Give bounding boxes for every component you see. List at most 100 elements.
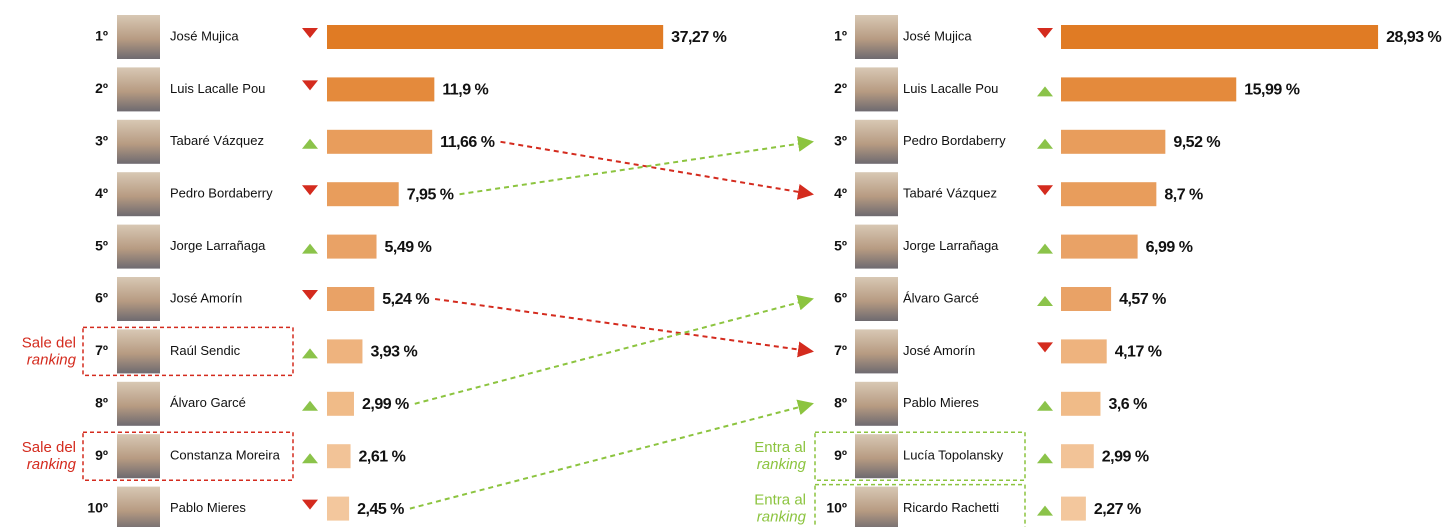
trend-arrow [302, 348, 318, 358]
candidate-name: Pedro Bordaberry [170, 186, 273, 201]
trend-arrow [302, 453, 318, 463]
bar [327, 392, 354, 416]
trend-arrow [302, 290, 318, 300]
bar [327, 182, 399, 206]
photo [117, 329, 160, 373]
value-label: 2,99 % [362, 396, 409, 413]
value-label: 2,45 % [357, 501, 404, 518]
note-text: ranking [27, 456, 77, 473]
trend-arrow [302, 244, 318, 254]
value-label: 9,52 % [1173, 134, 1220, 151]
rank: 3º [95, 133, 108, 149]
value-label: 6,99 % [1146, 239, 1193, 256]
bar [327, 287, 374, 311]
bar [1061, 130, 1165, 154]
bar [1061, 444, 1094, 468]
bar [1061, 77, 1236, 101]
trend-arrow [302, 28, 318, 38]
rank: 7º [95, 342, 108, 358]
value-label: 2,99 % [1102, 448, 1149, 465]
bar [1061, 287, 1111, 311]
change-arrow [460, 142, 812, 194]
trend-arrow [1037, 453, 1053, 463]
bar [1061, 497, 1086, 521]
photo [855, 277, 898, 321]
value-label: 28,93 % [1386, 29, 1441, 46]
rank: 6º [95, 290, 108, 306]
value-label: 5,49 % [385, 239, 432, 256]
photo [855, 329, 898, 373]
trend-arrow [1037, 342, 1053, 352]
rank: 6º [834, 290, 847, 306]
rank: 5º [834, 237, 847, 253]
photo [855, 120, 898, 164]
rank: 7º [834, 342, 847, 358]
bar [327, 235, 377, 259]
page: 1ºJosé Mujica37,27 %2ºLuis Lacalle Pou11… [0, 0, 1456, 532]
rank: 10º [826, 499, 847, 515]
value-label: 7,95 % [407, 186, 454, 203]
value-label: 3,93 % [370, 344, 417, 361]
value-label: 11,66 % [440, 134, 495, 151]
bar [327, 497, 349, 521]
photo [855, 382, 898, 426]
trend-arrow [1037, 28, 1053, 38]
value-label: 5,24 % [382, 291, 429, 308]
chart: 1ºJosé Mujica37,27 %2ºLuis Lacalle Pou11… [0, 0, 1456, 527]
note-text: Sale del [22, 334, 76, 351]
photo [117, 172, 160, 216]
trend-arrow [302, 500, 318, 510]
photo [117, 120, 160, 164]
photo [855, 67, 898, 111]
photo [117, 15, 160, 59]
rank: 4º [834, 185, 847, 201]
trend-arrow [302, 139, 318, 149]
photo [117, 225, 160, 269]
trend-arrow [1037, 185, 1053, 195]
candidate-name: Ricardo Rachetti [903, 500, 999, 515]
value-label: 8,7 % [1164, 186, 1203, 203]
trend-arrow [1037, 86, 1053, 96]
rank: 8º [834, 395, 847, 411]
bar [1061, 392, 1100, 416]
value-label: 2,61 % [359, 448, 406, 465]
photo [117, 382, 160, 426]
photo [855, 434, 898, 478]
bar [327, 444, 351, 468]
bar [327, 77, 434, 101]
candidate-name: Raúl Sendic [170, 343, 241, 358]
photo [117, 487, 160, 527]
candidate-name: Tabaré Vázquez [903, 186, 997, 201]
value-label: 4,57 % [1119, 291, 1166, 308]
value-label: 11,9 % [442, 82, 488, 99]
photo [117, 434, 160, 478]
rank: 10º [87, 499, 108, 515]
value-label: 15,99 % [1244, 82, 1299, 99]
candidate-name: Lucía Topolansky [903, 448, 1004, 463]
note-text: Entra al [754, 439, 806, 456]
photo [855, 172, 898, 216]
candidate-name: Pedro Bordaberry [903, 133, 1006, 148]
note-text: Sale del [22, 439, 76, 456]
note-text: ranking [27, 351, 77, 368]
candidate-name: Jorge Larrañaga [903, 238, 999, 253]
trend-arrow [302, 185, 318, 195]
change-arrow [415, 299, 812, 404]
change-arrow [435, 299, 812, 351]
photo [117, 67, 160, 111]
change-arrow [410, 404, 812, 509]
candidate-name: Tabaré Vázquez [170, 133, 264, 148]
candidate-name: José Mujica [170, 28, 239, 43]
bar [327, 130, 432, 154]
rank: 1º [95, 28, 108, 44]
candidate-name: Luis Lacalle Pou [903, 81, 998, 96]
candidate-name: José Amorín [170, 290, 242, 305]
trend-arrow [1037, 296, 1053, 306]
rank: 2º [834, 80, 847, 96]
trend-arrow [1037, 139, 1053, 149]
candidate-name: José Amorín [903, 343, 975, 358]
candidate-name: José Mujica [903, 28, 972, 43]
bar [1061, 25, 1378, 49]
bar [327, 25, 663, 49]
trend-arrow [1037, 506, 1053, 516]
